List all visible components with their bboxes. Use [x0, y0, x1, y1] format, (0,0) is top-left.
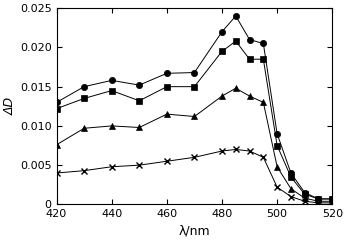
X-axis label: λ/nm: λ/nm	[179, 225, 210, 238]
Y-axis label: ΔD: ΔD	[4, 97, 17, 115]
